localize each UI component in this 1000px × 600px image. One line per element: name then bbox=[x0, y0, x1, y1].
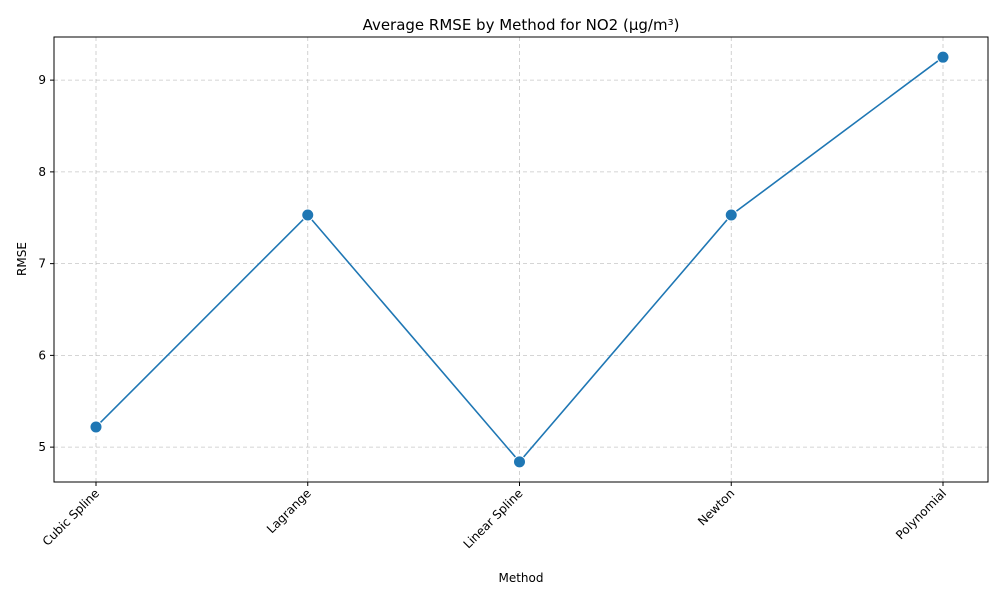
plot-frame bbox=[53, 36, 989, 483]
grid bbox=[54, 37, 988, 482]
data-point bbox=[724, 208, 738, 222]
y-axis-ticks: 5 6 7 8 9 bbox=[38, 73, 54, 454]
x-tick-label: Newton bbox=[695, 486, 737, 528]
x-axis-label: Method bbox=[498, 571, 543, 585]
x-axis-ticks: Cubic Spline Lagrange Linear Spline Newton P… bbox=[40, 482, 949, 551]
y-axis-label: RMSE bbox=[15, 242, 29, 276]
y-tick-label: 8 bbox=[38, 165, 46, 179]
y-tick-label: 5 bbox=[38, 440, 46, 454]
y-tick-label: 7 bbox=[38, 257, 46, 271]
x-tick-label: Cubic Spline bbox=[40, 486, 102, 548]
data-point bbox=[513, 455, 526, 469]
y-tick-label: 6 bbox=[38, 348, 46, 362]
data-point bbox=[936, 50, 950, 64]
chart-title: Average RMSE by Method for NO2 (μg/m³) bbox=[363, 16, 680, 34]
x-tick-label: Polynomial bbox=[893, 486, 949, 542]
data-point bbox=[301, 208, 315, 222]
x-tick-label: Lagrange bbox=[264, 486, 314, 536]
data-point bbox=[89, 420, 103, 434]
y-tick-label: 9 bbox=[38, 73, 46, 87]
data-point-layer bbox=[89, 50, 950, 469]
x-tick-label: Linear Spline bbox=[461, 486, 526, 551]
